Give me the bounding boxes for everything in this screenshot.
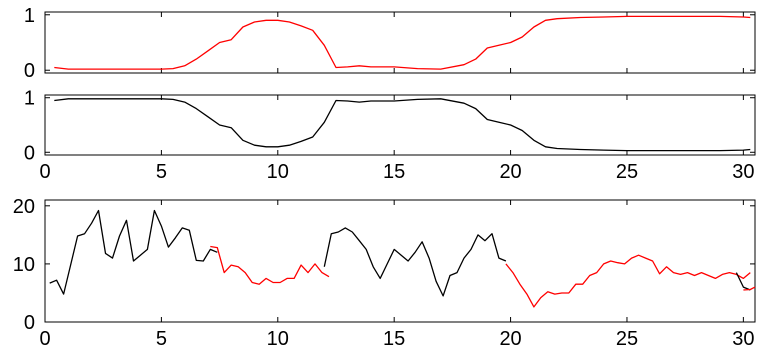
axes-frame bbox=[44, 94, 756, 156]
series-line-3 bbox=[210, 245, 330, 285]
y-tick-label: 1 bbox=[24, 5, 35, 27]
series-line-2 bbox=[323, 227, 507, 297]
series-line-1 bbox=[54, 98, 751, 152]
x-tick-label: 10 bbox=[267, 328, 289, 350]
axes-frame bbox=[44, 199, 756, 323]
x-tick-label: 20 bbox=[499, 161, 521, 183]
x-tick-label: 0 bbox=[39, 161, 50, 183]
series-line-1 bbox=[49, 209, 218, 295]
series-line-6 bbox=[743, 286, 756, 291]
x-tick-label: 25 bbox=[616, 161, 638, 183]
y-tick-label: 0 bbox=[24, 142, 35, 164]
x-tick-label: 5 bbox=[156, 161, 167, 183]
subplot-3: 0 5 10 15 20 25 30 0 10 20 bbox=[13, 196, 756, 350]
x-tick-label: 20 bbox=[499, 328, 521, 350]
y-tick-label: 10 bbox=[13, 254, 35, 276]
y-tick-label: 0 bbox=[24, 312, 35, 334]
subplot-2: 0 5 10 15 20 25 30 0 1 bbox=[24, 88, 756, 183]
x-tick-label: 5 bbox=[156, 328, 167, 350]
x-tick-label: 30 bbox=[732, 161, 754, 183]
series-line-4 bbox=[505, 254, 751, 308]
x-tick-label: 15 bbox=[383, 161, 405, 183]
x-tick-label: 25 bbox=[616, 328, 638, 350]
x-tick-label: 30 bbox=[732, 328, 754, 350]
x-tick-label: 10 bbox=[267, 161, 289, 183]
series-line-1 bbox=[54, 15, 751, 70]
x-tick-label: 0 bbox=[39, 328, 50, 350]
subplot-1: 01 bbox=[24, 5, 756, 82]
x-tick-label: 15 bbox=[383, 328, 405, 350]
axes-frame bbox=[44, 11, 756, 74]
y-tick-label: 1 bbox=[24, 88, 35, 110]
y-tick-label: 20 bbox=[13, 196, 35, 218]
y-tick-label: 0 bbox=[24, 60, 35, 82]
